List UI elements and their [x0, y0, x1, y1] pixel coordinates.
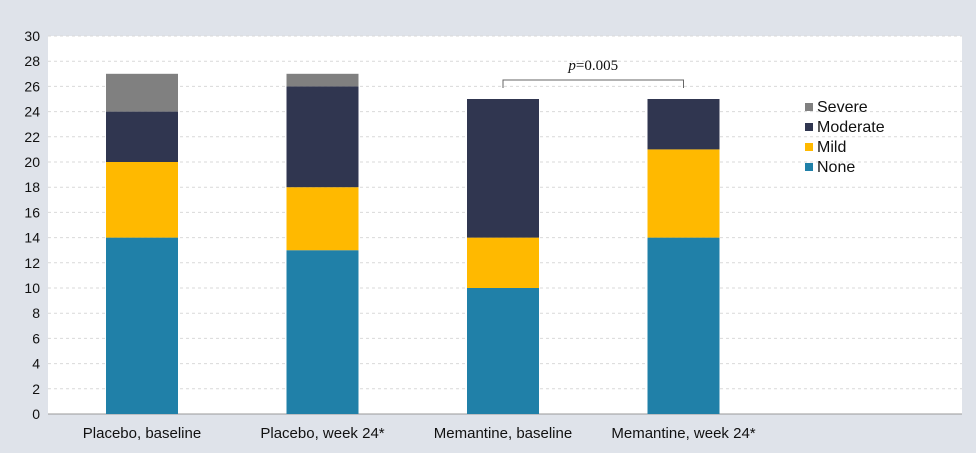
y-tick-label: 24 [24, 104, 40, 120]
bar-segment-moderate [106, 111, 178, 162]
legend-label-mild: Mild [817, 139, 846, 156]
y-tick-label: 6 [32, 330, 40, 346]
bar-segment-moderate [467, 99, 539, 238]
y-tick-label: 10 [24, 280, 40, 296]
legend-label-moderate: Moderate [817, 119, 885, 136]
p-value-annotation: p=0.005 [567, 58, 618, 74]
x-category-label: Memantine, baseline [434, 425, 572, 442]
y-tick-label: 30 [24, 28, 40, 44]
y-tick-label: 4 [32, 356, 40, 372]
y-tick-label: 0 [32, 406, 40, 422]
bar-segment-none [647, 237, 720, 414]
legend-swatch-moderate [805, 123, 813, 131]
y-tick-label: 2 [32, 381, 40, 397]
y-tick-label: 26 [24, 78, 40, 94]
bar-segment-severe [286, 73, 359, 87]
bar-segment-none [106, 237, 178, 414]
bar-segment-mild [647, 149, 720, 238]
legend-label-severe: Severe [817, 99, 868, 116]
x-category-label: Memantine, week 24* [611, 425, 755, 442]
bar-segment-moderate [647, 99, 720, 150]
y-tick-label: 8 [32, 305, 40, 321]
bar-segment-mild [106, 162, 178, 238]
x-category-label: Placebo, week 24* [260, 425, 384, 442]
legend-swatch-none [805, 163, 813, 171]
bar-segment-none [467, 288, 539, 414]
legend-label-none: None [817, 159, 855, 176]
bar-segment-mild [467, 237, 539, 288]
bar-segment-mild [286, 187, 359, 251]
bar-segment-moderate [286, 86, 359, 188]
y-tick-label: 12 [24, 255, 40, 271]
y-tick-label: 20 [24, 154, 40, 170]
y-tick-label: 22 [24, 129, 40, 145]
legend-swatch-severe [805, 103, 813, 111]
legend-swatch-mild [805, 143, 813, 151]
bar-segment-none [286, 250, 359, 414]
y-tick-label: 16 [24, 204, 40, 220]
x-category-label: Placebo, baseline [83, 425, 201, 442]
y-tick-label: 18 [24, 179, 40, 195]
y-tick-label: 28 [24, 53, 40, 69]
y-tick-label: 14 [24, 230, 40, 246]
bar-segment-severe [106, 73, 178, 112]
significance-bracket [502, 79, 684, 88]
